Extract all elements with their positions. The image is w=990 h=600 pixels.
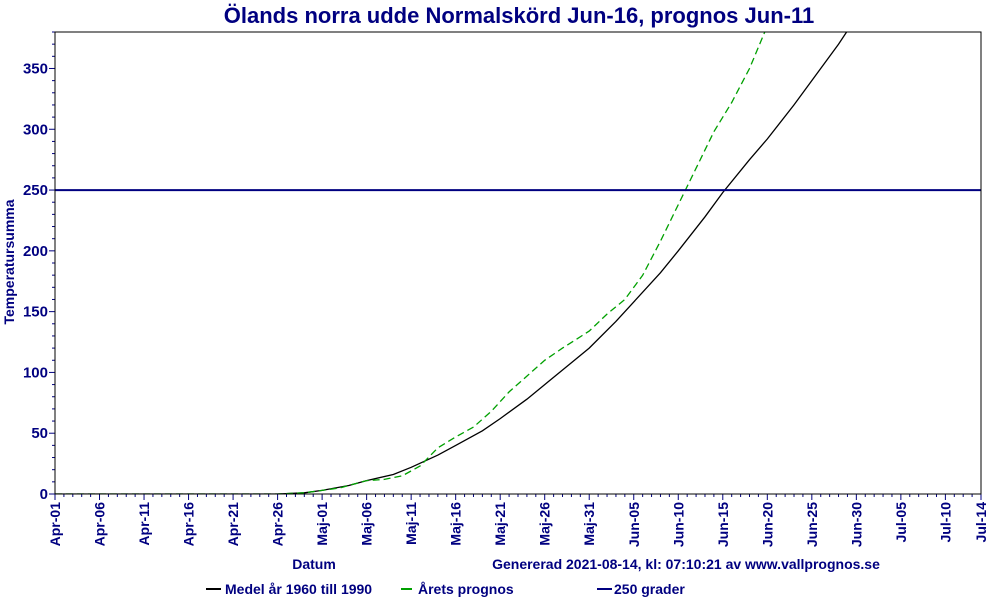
x-axis-ticks: Apr-01 Apr-06 Apr-11 Apr-16 Apr-21 Apr-26 Maj-… [47,494,989,547]
y-tick-label: 0 [40,486,48,503]
x-tick-label: Apr-01 [47,502,63,547]
plot-area-frame [54,31,982,495]
x-tick-label: Apr-11 [136,502,152,546]
x-axis-label: Datum [292,556,336,572]
y-tick-label: 100 [23,364,48,381]
generated-footer: Genererad 2021-08-14, kl: 07:10:21 av ww… [492,556,880,572]
x-tick-label: Maj-06 [359,502,375,546]
y-axis-label: Temperatursumma [1,199,17,324]
x-tick-label: Jul-10 [937,502,953,543]
legend-label-250-grader: 250 grader [614,581,685,597]
y-axis-ticks: 0 50 100 150 200 250 300 350 [23,31,55,503]
y-tick-label: 350 [23,60,48,77]
x-tick-label: Maj-01 [314,502,330,546]
x-tick-label: Apr-06 [92,502,108,547]
x-tick-label: Apr-16 [181,502,197,547]
y-tick-label: 50 [31,425,48,442]
y-tick-label: 250 [23,182,48,199]
y-tick-label: 200 [23,243,48,260]
series-layer [55,32,981,494]
legend-label-prognos: Årets prognos [418,581,514,597]
x-tick-label: Jun-25 [804,502,820,547]
x-tick-label: Maj-11 [403,502,419,545]
x-tick-label: Jun-20 [759,502,775,547]
x-tick-label: Maj-21 [492,502,508,546]
legend-label-medel: Medel år 1960 till 1990 [225,581,372,597]
series-line-prognos [55,32,766,494]
x-tick-label: Jun-30 [848,502,864,547]
x-tick-label: Jun-10 [670,502,686,547]
x-tick-label: Maj-31 [581,502,597,546]
y-tick-label: 300 [23,121,48,138]
x-tick-label: Maj-16 [448,502,464,546]
legend: Medel år 1960 till 1990 Årets prognos 25… [206,581,685,597]
x-tick-label: Jul-14 [973,502,989,543]
x-tick-label: Apr-26 [270,502,286,547]
series-line-medel [55,32,848,494]
x-tick-label: Jul-05 [893,502,909,543]
x-tick-label: Maj-26 [537,502,553,546]
x-tick-label: Jun-15 [715,502,731,547]
chart-title: Ölands norra udde Normalskörd Jun-16, pr… [224,3,814,28]
x-tick-label: Jun-05 [626,502,642,547]
y-tick-label: 150 [23,304,48,321]
x-tick-label: Apr-21 [225,502,241,547]
